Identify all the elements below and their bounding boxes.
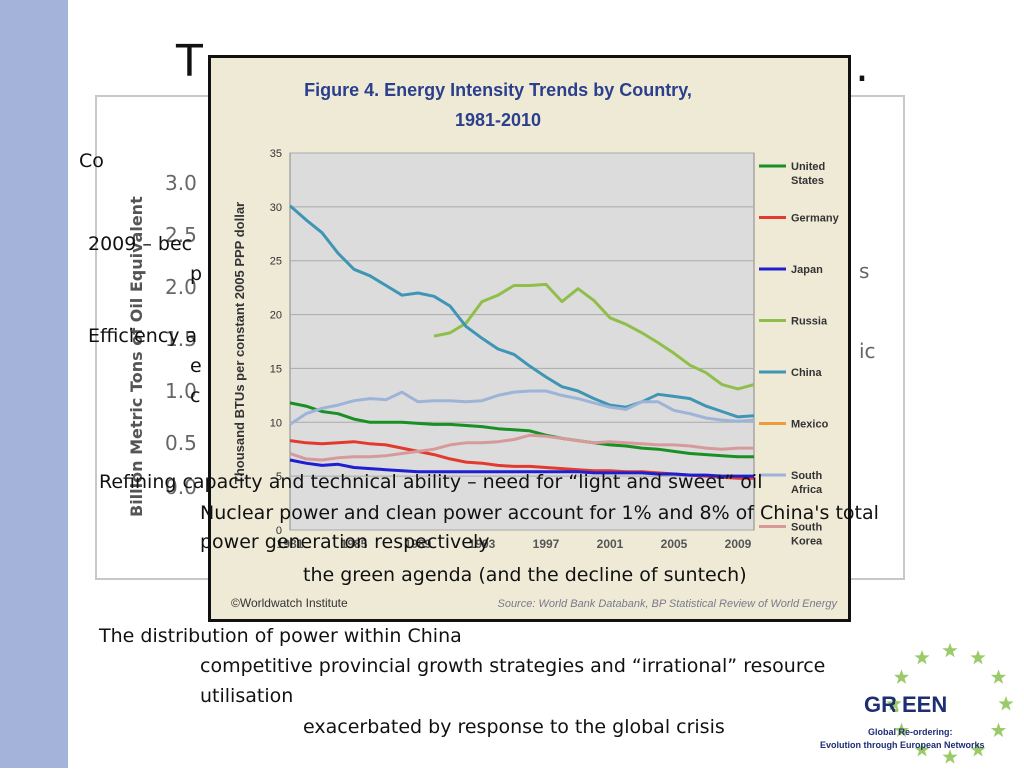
logo-name-right: EEN	[902, 692, 947, 717]
green-logo: GR : EEN Global Re-ordering: Evolution t…	[808, 640, 1024, 768]
background-chart-tick: 0.0	[165, 475, 197, 499]
slide-sidebar	[0, 0, 68, 768]
legend-label: Japan	[791, 264, 823, 276]
logo-star-icon	[970, 742, 986, 757]
legend-label: States	[791, 175, 824, 187]
chart-footer-source: Source: World Bank Databank, BP Statisti…	[497, 598, 838, 610]
series-line-japan	[289, 458, 754, 478]
logo-line1: Global Re-ordering:	[868, 727, 953, 737]
bullet-green-agenda: the green agenda (and the decline of sun…	[303, 564, 747, 586]
legend-label: Russia	[791, 316, 828, 328]
bullet-provincial-cont: utilisation	[200, 685, 294, 707]
series-line-south-korea	[289, 433, 754, 462]
background-chart-tick: 1.0	[165, 379, 197, 403]
y-tick-label: 0	[276, 525, 282, 537]
bullet-crisis: exacerbated by response to the global cr…	[303, 716, 725, 738]
bullet-text: 2009 – bec	[88, 233, 193, 255]
x-tick-label: 1985	[341, 537, 368, 551]
logo-star-icon	[914, 649, 930, 665]
legend-label: South	[791, 522, 822, 534]
bullet-text: e	[190, 355, 202, 377]
logo-star-icon	[998, 696, 1014, 711]
series-line-china	[289, 204, 755, 419]
series-line-south-africa	[289, 389, 755, 426]
logo-star-icon	[942, 642, 958, 658]
legend-label: Africa	[791, 484, 823, 496]
y-tick-label: 5	[276, 471, 282, 483]
logo-star-icon	[914, 742, 930, 757]
y-axis-ticks: 0 5 10 15 20 25 30 35	[270, 148, 282, 537]
background-chart-tick: 0.5	[165, 431, 197, 455]
background-chart-fragment: ic	[859, 339, 876, 363]
background-chart-tick: 2.0	[165, 275, 197, 299]
bullet-text: c	[190, 385, 201, 407]
legend-label: China	[791, 367, 822, 379]
x-tick-label: 1981	[277, 537, 304, 551]
x-tick-label: 1997	[533, 537, 560, 551]
logo-star-icon	[990, 722, 1007, 738]
series-line-russia	[433, 282, 755, 391]
background-chart-tick: 1.5	[165, 327, 197, 351]
bullet-refining: Refining capacity and technical ability …	[99, 471, 763, 493]
background-chart-tick: 2.5	[165, 223, 197, 247]
x-axis-ticks: 1981 1985 1989 1993 1997 2001 2005 2009	[277, 537, 752, 551]
y-tick-label: 15	[270, 363, 282, 375]
logo-star-ring: GR : EEN Global Re-ordering: Evolution t…	[820, 642, 1014, 764]
y-tick-label: 25	[270, 256, 282, 268]
slide-title-fragment-left: T	[176, 36, 203, 87]
chart-footer-credit: ©Worldwatch Institute	[231, 596, 348, 610]
gridlines	[290, 152, 754, 531]
x-tick-label: 1989	[405, 537, 432, 551]
y-tick-label: 20	[270, 310, 282, 322]
legend-label: Korea	[791, 536, 823, 548]
logo-star-icon	[970, 649, 986, 665]
chart-title-line1: Figure 4. Energy Intensity Trends by Cou…	[304, 80, 692, 100]
bullet-text: p	[190, 263, 203, 285]
slide-title-fragment-right: .	[855, 41, 869, 92]
x-tick-label: 2005	[661, 537, 688, 551]
bullet-distribution: The distribution of power within China	[99, 625, 462, 647]
chart-legend: United States Germany Japan Russia China Mexic…	[759, 161, 840, 548]
bullet-nuclear: Nuclear power and clean power account fo…	[200, 502, 879, 524]
chart-ylabel: Thousand BTUs per constant 2005 PPP doll…	[232, 202, 247, 484]
bullet-nuclear-cont: power generation respectively	[200, 531, 490, 553]
logo-name-sep: :	[893, 692, 900, 717]
energy-intensity-figure: Figure 4. Energy Intensity Trends by Cou…	[208, 55, 851, 622]
legend-label: Mexico	[791, 419, 829, 431]
logo-stars	[886, 642, 1014, 764]
chart-svg: Figure 4. Energy Intensity Trends by Cou…	[231, 80, 840, 610]
x-tick-label: 1993	[469, 537, 496, 551]
background-chart-tick: 3.0	[165, 171, 197, 195]
logo-star-icon	[893, 722, 910, 738]
background-chart-fragment: s	[859, 259, 870, 283]
bullet-provincial: competitive provincial growth strategies…	[200, 655, 826, 677]
bullet-text: Co	[79, 150, 104, 172]
logo-star-icon	[886, 696, 902, 711]
logo-star-icon	[942, 749, 958, 764]
x-tick-label: 2001	[597, 537, 624, 551]
x-tick-label: 2009	[725, 537, 752, 551]
series-line-united-states	[289, 401, 754, 459]
chart-title-line2: 1981-2010	[455, 110, 541, 130]
y-tick-label: 30	[270, 202, 282, 214]
legend-label: South	[791, 470, 822, 482]
y-tick-label: 35	[270, 148, 282, 160]
legend-label: Germany	[791, 213, 840, 225]
logo-line2: Evolution through European Networks	[820, 740, 985, 750]
legend-label: United	[791, 161, 825, 173]
bullet-text: Efficiency a	[88, 325, 198, 347]
series-lines	[289, 204, 755, 480]
logo-name-left: GR	[864, 692, 897, 717]
logo-star-icon	[990, 669, 1007, 684]
logo-star-icon	[893, 669, 910, 684]
y-tick-label: 10	[270, 417, 282, 429]
